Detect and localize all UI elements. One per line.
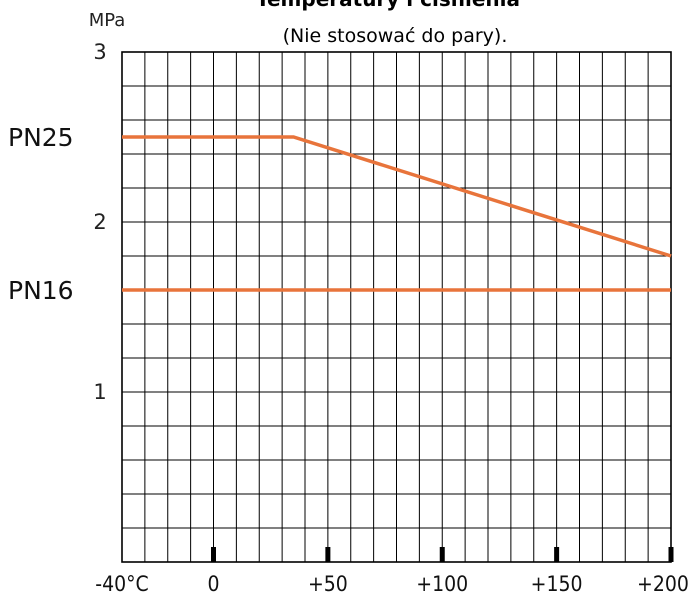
x-tick-label: +150: [531, 572, 583, 596]
y-axis: 1 2 3: [93, 40, 106, 404]
y-tick-label: 2: [93, 210, 106, 234]
y-unit-label: MPa: [89, 10, 126, 31]
x-tick-mark: [439, 547, 445, 562]
grid: [122, 52, 671, 562]
y-tick-label: 3: [93, 40, 106, 64]
plot-frame: [121, 51, 672, 563]
x-tick-mark: [668, 547, 674, 562]
chart-title: Temperatury i ciśnienia: [256, 0, 520, 11]
x-tick-label: 0: [207, 572, 219, 596]
series-labels: PN25 PN16: [8, 123, 74, 305]
chart-subtitle: (Nie stosować do pary).: [283, 25, 508, 47]
series-line-pn25: [122, 135, 672, 258]
x-axis: -40°C 0 +50 +100 +150 +200: [95, 547, 689, 596]
x-tick-label: -40°C: [95, 572, 149, 596]
y-tick-label: 1: [93, 380, 106, 404]
x-tick-label: +200: [637, 572, 689, 596]
x-tick-mark: [554, 547, 560, 562]
x-tick-mark: [325, 547, 331, 562]
x-tick-label: +50: [308, 572, 348, 596]
series-label-pn25: PN25: [8, 123, 74, 152]
x-tick-mark: [211, 547, 216, 562]
series-label-pn16: PN16: [8, 276, 74, 305]
series-lines: [122, 135, 672, 292]
x-tick-label: +100: [416, 572, 468, 596]
